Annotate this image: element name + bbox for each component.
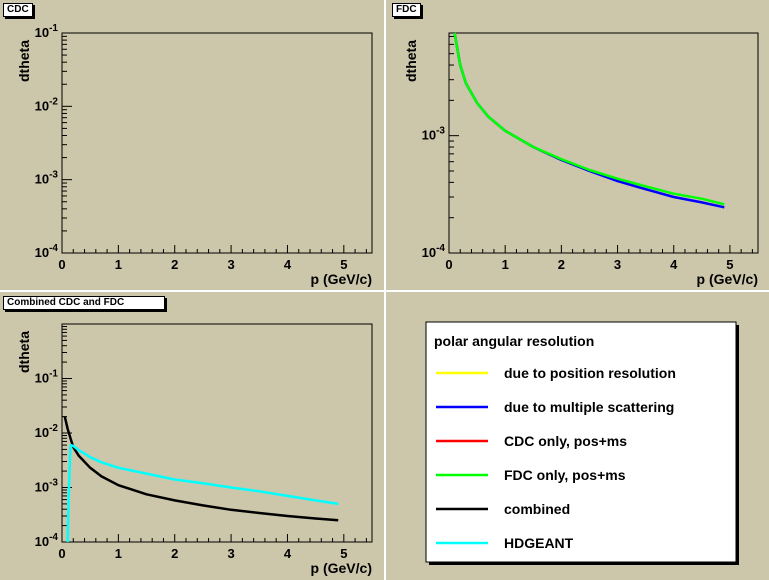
x-tick-label: 3 [614, 257, 621, 272]
series-line-2 [66, 443, 339, 543]
plot-frame [61, 323, 373, 543]
x-axis-label: p (GeV/c) [697, 271, 758, 287]
legend-label: CDC only, pos+ms [504, 433, 627, 449]
x-tick-label: 2 [558, 257, 565, 272]
series-line-1 [63, 416, 339, 522]
x-tick-label: 0 [58, 257, 65, 272]
x-axis-label: p (GeV/c) [311, 560, 372, 576]
plot-frame [448, 32, 759, 254]
legend: polar angular resolution due to position … [425, 321, 739, 565]
x-tick-label: 5 [340, 546, 347, 561]
y-tick-label: 10-4 [35, 532, 59, 549]
y-tick-label: 10-2 [35, 423, 59, 440]
y-tick-label: 10-1 [35, 23, 59, 40]
x-tick-label: 1 [502, 257, 509, 272]
x-tick-label: 0 [445, 257, 452, 272]
y-axis-label: dtheta [16, 40, 32, 82]
x-tick-label: 4 [670, 257, 678, 272]
plot-1: 0 1 2 3 4 5 10-4 10-3 10-2 10-1 p (GeV/c) dtheta [16, 23, 373, 287]
x-tick-label: 2 [171, 257, 178, 272]
y-tick-label: 10-3 [35, 478, 59, 495]
panel-label-cdc: CDC [3, 3, 33, 17]
x-tick-label: 5 [340, 257, 347, 272]
x-tick-label: 4 [284, 257, 292, 272]
x-tick-label: 2 [171, 546, 178, 561]
y-axis-label: dtheta [403, 40, 419, 82]
legend-label: due to position resolution [504, 365, 676, 381]
plot-2: 0 1 2 3 4 5 10-4 10-3 p (GeV/c) dtheta [403, 32, 759, 287]
x-tick-label: 4 [284, 546, 292, 561]
y-axis-label: dtheta [16, 331, 32, 373]
y-tick-label: 10-4 [35, 243, 59, 260]
x-tick-label: 5 [726, 257, 733, 272]
x-tick-label: 0 [58, 546, 65, 561]
series-line-2 [453, 32, 725, 206]
y-tick-label: 10-3 [422, 126, 446, 143]
y-tick-label: 10-1 [35, 369, 59, 386]
legend-label: FDC only, pos+ms [504, 467, 626, 483]
y-tick-label: 10-4 [422, 243, 446, 260]
plot-3: 0 1 2 3 4 5 10-4 10-3 10-2 10-1 p (GeV/c) dtheta [16, 323, 373, 576]
legend-label: combined [504, 501, 570, 517]
y-tick-label: 10-3 [35, 170, 59, 187]
y-tick-label: 10-2 [35, 96, 59, 113]
legend-label: due to multiple scattering [504, 399, 674, 415]
panel-label-combined: Combined CDC and FDC [3, 296, 166, 310]
plot-frame [61, 32, 373, 254]
x-axis-label: p (GeV/c) [311, 271, 372, 287]
legend-title: polar angular resolution [434, 333, 594, 349]
legend-label: HDGEANT [504, 535, 574, 551]
x-tick-label: 3 [227, 257, 234, 272]
x-tick-label: 3 [227, 546, 234, 561]
x-tick-label: 1 [115, 257, 122, 272]
x-tick-label: 1 [115, 546, 122, 561]
panel-label-fdc: FDC [392, 3, 421, 17]
